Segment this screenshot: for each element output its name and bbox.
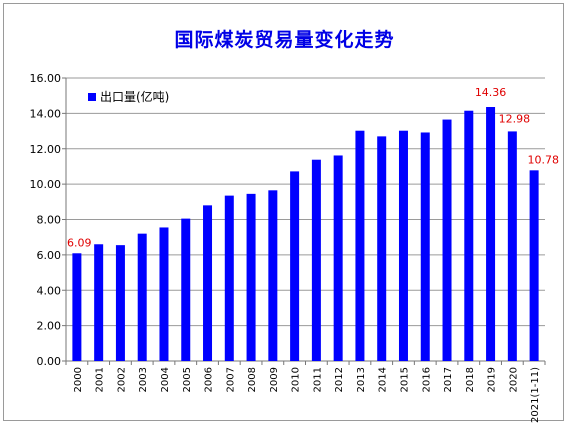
x-tick-label: 2015 xyxy=(399,367,410,392)
bar xyxy=(72,253,82,361)
x-tick-label: 2021(1-11) xyxy=(530,367,541,423)
y-tick-label: 2.00 xyxy=(37,320,62,333)
bar xyxy=(377,136,387,361)
x-tick-label: 2020 xyxy=(508,367,519,392)
y-tick-label: 0.00 xyxy=(37,355,62,368)
chart-title: 国际煤炭贸易量变化走势 xyxy=(174,29,395,51)
bar xyxy=(355,130,365,361)
x-tick-label: 2008 xyxy=(247,367,258,392)
bar xyxy=(203,205,213,361)
x-tick-label: 2013 xyxy=(356,367,367,392)
x-tick-label: 2001 xyxy=(95,367,106,392)
bar xyxy=(115,245,125,361)
data-label: 14.36 xyxy=(475,86,507,99)
bar xyxy=(159,227,169,361)
bar xyxy=(268,190,278,361)
y-tick-label: 12.00 xyxy=(30,143,62,156)
x-tick-label: 2007 xyxy=(225,367,236,392)
legend-label: 出口量(亿吨) xyxy=(100,89,169,104)
bar xyxy=(224,195,234,361)
bar xyxy=(137,233,147,361)
y-tick-label: 6.00 xyxy=(37,249,62,262)
x-tick-label: 2019 xyxy=(487,367,498,392)
x-tick-label: 2014 xyxy=(378,367,389,392)
y-tick-label: 16.00 xyxy=(30,72,62,85)
bar xyxy=(464,110,474,361)
y-tick-label: 4.00 xyxy=(37,284,62,297)
x-tick-label: 2018 xyxy=(465,367,476,392)
y-tick-label: 14.00 xyxy=(30,107,62,120)
bar xyxy=(442,119,452,361)
bar xyxy=(246,193,256,361)
bar xyxy=(507,131,517,361)
x-tick-label: 2005 xyxy=(182,367,193,392)
bar xyxy=(486,107,496,361)
bar xyxy=(181,218,191,361)
x-tick-label: 2010 xyxy=(291,367,302,392)
x-tick-label: 2016 xyxy=(421,367,432,392)
y-tick-label: 8.00 xyxy=(37,214,62,227)
x-tick-label: 2011 xyxy=(312,367,323,392)
data-label: 12.98 xyxy=(499,112,531,125)
bar xyxy=(94,244,104,361)
bar xyxy=(311,159,321,361)
bar xyxy=(420,132,430,361)
bar xyxy=(398,130,408,361)
x-tick-label: 2009 xyxy=(269,367,280,392)
x-tick-label: 2004 xyxy=(160,367,171,392)
bar xyxy=(290,171,300,361)
x-tick-label: 2017 xyxy=(443,367,454,392)
y-tick-label: 10.00 xyxy=(30,178,62,191)
x-tick-label: 2012 xyxy=(334,367,345,392)
x-tick-label: 2006 xyxy=(204,367,215,392)
bar xyxy=(529,170,539,361)
x-tick-label: 2003 xyxy=(138,367,149,392)
data-label: 6.09 xyxy=(67,236,92,249)
data-label: 10.78 xyxy=(528,153,560,166)
bar xyxy=(333,155,343,361)
x-tick-label: 2000 xyxy=(73,367,84,392)
x-tick-label: 2002 xyxy=(116,367,127,392)
legend-swatch xyxy=(88,93,96,101)
